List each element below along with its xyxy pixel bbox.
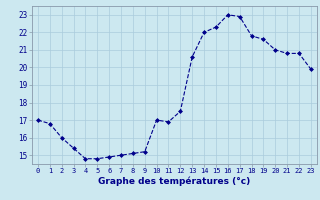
X-axis label: Graphe des températures (°c): Graphe des températures (°c): [98, 177, 251, 186]
